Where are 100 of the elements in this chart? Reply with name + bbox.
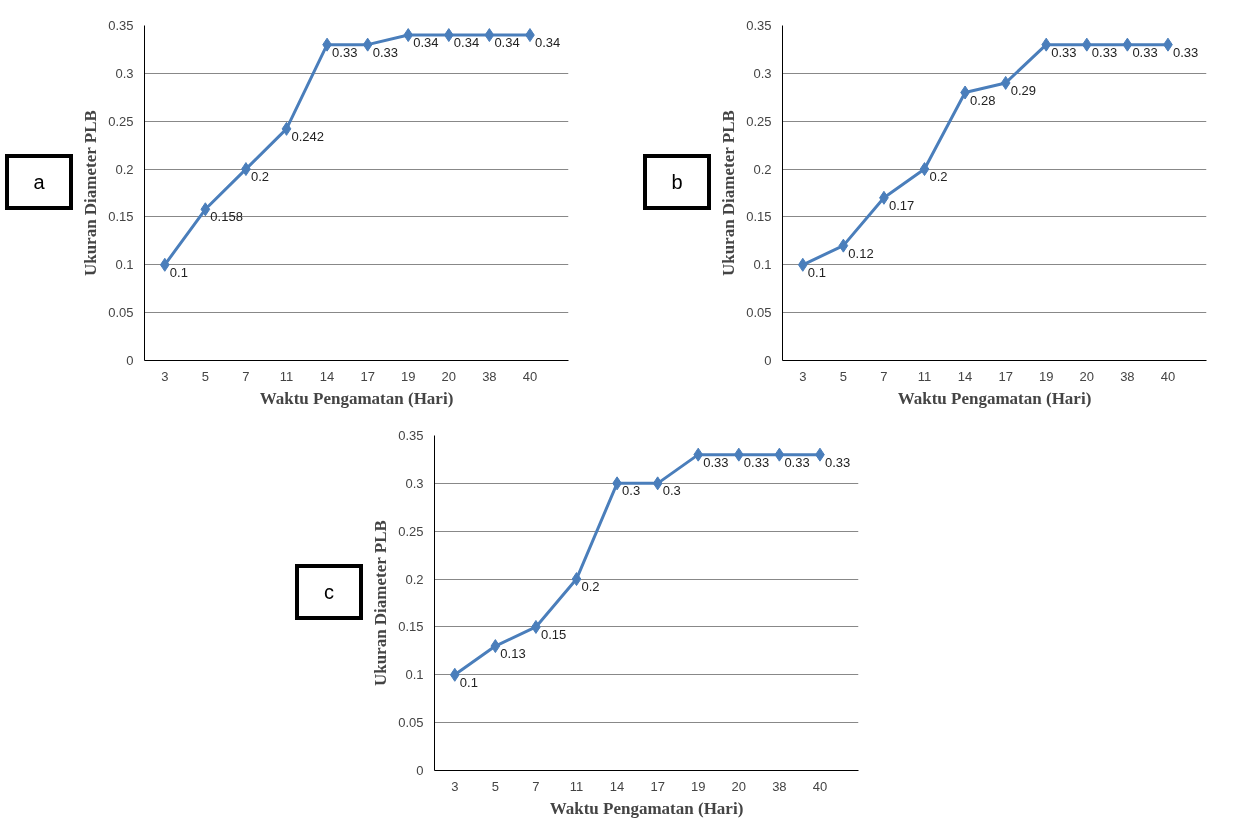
x-tick-label: 14 <box>319 368 335 384</box>
data-label: 0.29 <box>1010 82 1036 98</box>
text: b <box>671 169 683 195</box>
point <box>443 28 454 43</box>
data-label: 0.17 <box>888 197 915 213</box>
data-label: 0.33 <box>1172 44 1199 60</box>
point <box>1000 75 1011 90</box>
point <box>652 476 663 491</box>
data-label: 0.33 <box>332 44 358 60</box>
point <box>733 447 744 462</box>
x-tick-label: 7 <box>880 368 888 384</box>
x-tick-label: 11 <box>279 368 294 384</box>
data-label: 0.33 <box>703 454 729 470</box>
x-tick-label: 14 <box>957 368 973 384</box>
data-label: 0.33 <box>372 44 398 60</box>
point <box>838 238 849 253</box>
x-tick-label: 5 <box>491 778 499 794</box>
data-label: 0.242 <box>291 128 325 144</box>
x-tick-label: 38 <box>482 368 497 384</box>
y-tick-label: 0.2 <box>405 571 424 587</box>
point <box>449 667 460 682</box>
point <box>1041 37 1052 52</box>
data-label: 0.33 <box>824 454 851 470</box>
point <box>159 257 170 272</box>
y-tick-label: 0.1 <box>115 257 134 273</box>
x-axis-title: Waktu Pengamatan (Hari) <box>259 388 454 408</box>
x-tick-label: 19 <box>401 368 416 384</box>
x-tick-label: 5 <box>201 368 209 384</box>
x-tick-label: 3 <box>451 778 459 794</box>
x-tick-label: 17 <box>650 778 665 794</box>
x-axis-title: Waktu Pengamatan (Hari) <box>549 798 744 818</box>
x-tick-label: 7 <box>532 778 540 794</box>
data-label: 0.1 <box>459 674 478 690</box>
x-tick-label: 40 <box>522 368 538 384</box>
point <box>490 639 501 654</box>
data-label: 0.33 <box>1132 44 1158 60</box>
y-tick-label: 0.1 <box>753 257 772 273</box>
data-label: 0.34 <box>413 35 439 51</box>
y-tick-label: 0 <box>416 763 424 778</box>
data-label: 0.34 <box>453 35 480 51</box>
x-tick-label: 11 <box>917 368 932 384</box>
point <box>281 121 292 136</box>
x-tick-label: 38 <box>1120 368 1135 384</box>
x-tick-label: 20 <box>731 778 747 794</box>
data-label: 0.33 <box>1091 44 1118 60</box>
x-tick-label: 20 <box>1079 368 1095 384</box>
x-axis-title: Waktu Pengamatan (Hari) <box>897 388 1092 408</box>
y-tick-label: 0.05 <box>398 715 424 731</box>
y-tick-label: 0.35 <box>398 428 424 443</box>
data-label: 0.33 <box>743 454 770 470</box>
data-label: 0.33 <box>784 454 810 470</box>
y-tick-label: 0 <box>764 353 772 368</box>
y-tick-label: 0.15 <box>398 619 424 635</box>
y-tick-label: 0.2 <box>753 161 772 177</box>
x-tick-label: 5 <box>839 368 847 384</box>
x-tick-label: 20 <box>441 368 457 384</box>
data-label: 0.34 <box>494 35 520 51</box>
y-tick-label: 0.15 <box>746 209 772 225</box>
x-tick-label: 17 <box>360 368 375 384</box>
point <box>200 202 211 217</box>
point <box>1081 37 1092 52</box>
text: a <box>33 169 45 195</box>
x-tick-label: 40 <box>1160 368 1176 384</box>
data-label: 0.2 <box>929 169 948 185</box>
y-tick-label: 0.35 <box>746 18 772 33</box>
data-label: 0.12 <box>848 245 874 261</box>
data-label: 0.1 <box>169 264 188 280</box>
y-tick-label: 0.35 <box>108 18 134 33</box>
data-label: 0.1 <box>807 264 826 280</box>
y-axis-title: Ukuran Diameter PLB <box>371 520 391 687</box>
y-tick-label: 0.3 <box>115 65 134 81</box>
data-label: 0.2 <box>581 579 600 595</box>
y-axis-title: Ukuran Diameter PLB <box>81 110 101 277</box>
data-label: 0.34 <box>534 35 561 51</box>
y-tick-label: 0.05 <box>108 305 134 321</box>
data-label: 0.3 <box>662 483 681 499</box>
x-tick-label: 19 <box>691 778 706 794</box>
y-tick-label: 0.3 <box>405 475 424 491</box>
point <box>774 447 785 462</box>
point <box>1122 37 1133 52</box>
y-tick-label: 0.1 <box>405 667 424 683</box>
point <box>919 162 930 177</box>
x-tick-label: 17 <box>998 368 1013 384</box>
x-tick-label: 38 <box>772 778 787 794</box>
data-label: 0.13 <box>500 646 526 662</box>
x-tick-label: 3 <box>799 368 807 384</box>
x-tick-label: 14 <box>609 778 625 794</box>
point <box>693 447 704 462</box>
x-tick-label: 40 <box>812 778 828 794</box>
point <box>797 257 808 272</box>
y-tick-label: 0 <box>126 353 134 368</box>
point <box>362 37 373 52</box>
y-tick-label: 0.25 <box>398 523 424 539</box>
data-label: 0.15 <box>540 626 567 642</box>
data-label: 0.33 <box>1051 44 1077 60</box>
y-tick-label: 0.05 <box>746 305 772 321</box>
y-tick-label: 0.2 <box>115 161 134 177</box>
x-tick-label: 19 <box>1039 368 1054 384</box>
point <box>571 572 582 587</box>
data-label: 0.28 <box>970 92 996 108</box>
